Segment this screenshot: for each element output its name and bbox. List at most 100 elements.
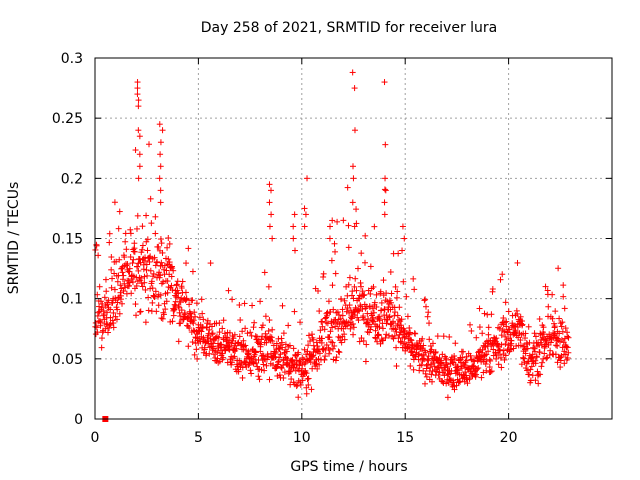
- data-point: [160, 311, 167, 318]
- data-point: [235, 368, 242, 375]
- data-point: [106, 322, 113, 329]
- y-tick-label: 0.3: [61, 51, 83, 67]
- data-point: [482, 361, 489, 368]
- data-point: [122, 238, 129, 245]
- data-point: [329, 324, 336, 331]
- data-point: [476, 324, 483, 331]
- data-point: [538, 363, 545, 370]
- data-point: [156, 269, 163, 276]
- data-point: [487, 357, 494, 364]
- spike-point: [304, 175, 311, 182]
- data-point: [501, 319, 508, 326]
- data-point: [168, 273, 175, 280]
- data-point: [403, 293, 410, 300]
- data-point: [498, 332, 505, 339]
- data-point: [111, 199, 118, 206]
- data-point: [540, 331, 547, 338]
- data-point: [390, 335, 397, 342]
- spike-point: [291, 211, 298, 218]
- data-point: [265, 283, 272, 290]
- data-point: [425, 309, 432, 316]
- data-point: [404, 313, 411, 320]
- data-point: [173, 281, 180, 288]
- spike-point: [349, 163, 356, 170]
- data-point: [380, 277, 387, 284]
- data-point: [485, 324, 492, 331]
- data-point: [388, 290, 395, 297]
- data-point: [526, 371, 533, 378]
- data-point: [116, 256, 123, 263]
- data-point: [453, 382, 460, 389]
- data-point: [160, 266, 167, 273]
- data-point: [554, 342, 561, 349]
- data-point: [261, 367, 268, 374]
- spike-point: [329, 217, 336, 224]
- data-point: [166, 259, 173, 266]
- data-point: [206, 344, 213, 351]
- data-point: [319, 318, 326, 325]
- data-point: [565, 349, 572, 356]
- data-point: [259, 333, 266, 340]
- data-point: [374, 338, 381, 345]
- data-point: [305, 381, 312, 388]
- data-point: [528, 355, 535, 362]
- data-point: [554, 359, 561, 366]
- data-point: [179, 278, 186, 285]
- data-point: [288, 376, 295, 383]
- data-point: [326, 334, 333, 341]
- data-point: [214, 349, 221, 356]
- data-point: [463, 357, 470, 364]
- data-point: [251, 319, 258, 326]
- data-point: [247, 329, 254, 336]
- data-point: [305, 332, 312, 339]
- data-point: [502, 299, 509, 306]
- data-point: [193, 346, 200, 353]
- data-point: [391, 332, 398, 339]
- data-point: [489, 286, 496, 293]
- data-point: [341, 336, 348, 343]
- data-point: [305, 375, 312, 382]
- data-point: [552, 308, 559, 315]
- data-point: [152, 213, 159, 220]
- data-point: [333, 354, 340, 361]
- data-point: [556, 330, 563, 337]
- data-point: [205, 330, 212, 337]
- data-point: [121, 280, 128, 287]
- data-point: [142, 286, 149, 293]
- data-point: [564, 344, 571, 351]
- y-tick-labels: 0 0.05 0.1 0.15 0.2 0.25 0.3: [52, 51, 83, 428]
- data-point: [133, 225, 140, 232]
- data-point: [345, 281, 352, 288]
- data-point: [479, 346, 486, 353]
- data-point: [394, 288, 401, 295]
- data-point: [338, 295, 345, 302]
- data-point: [249, 302, 256, 309]
- data-point: [129, 279, 136, 286]
- data-point: [252, 349, 259, 356]
- data-point: [542, 283, 549, 290]
- data-point: [143, 212, 150, 219]
- data-point: [393, 363, 400, 370]
- spike-point: [266, 181, 273, 188]
- data-point: [290, 345, 297, 352]
- data-point: [439, 378, 446, 385]
- data-point: [367, 263, 374, 270]
- data-point: [537, 330, 544, 337]
- data-point: [253, 360, 260, 367]
- data-point: [152, 288, 159, 295]
- data-point: [424, 356, 431, 363]
- data-point: [559, 328, 566, 335]
- data-point: [301, 346, 308, 353]
- spike-point: [290, 223, 297, 230]
- data-point: [144, 272, 151, 279]
- data-point: [425, 353, 432, 360]
- data-point: [209, 330, 216, 337]
- data-point: [446, 333, 453, 340]
- data-point: [98, 344, 105, 351]
- data-point: [96, 283, 103, 290]
- data-point: [451, 353, 458, 360]
- data-point: [274, 372, 281, 379]
- data-point: [421, 297, 428, 304]
- data-point: [419, 355, 426, 362]
